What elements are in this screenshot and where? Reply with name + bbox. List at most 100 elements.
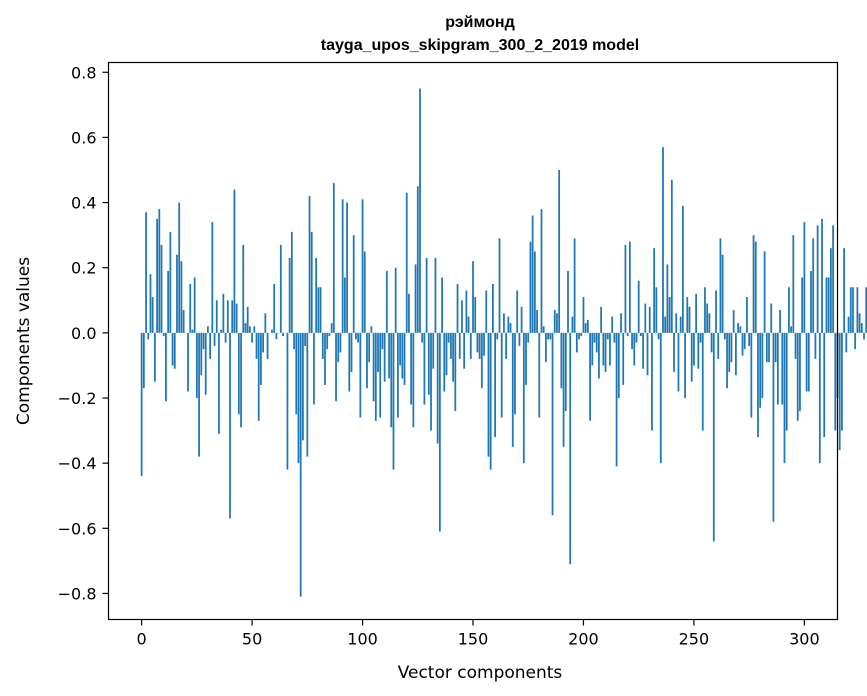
bar [304,332,306,346]
y-tick-label: 0.6 [71,128,96,147]
bar [392,332,395,470]
y-tick-label: 0.0 [71,324,96,343]
bar [262,332,265,353]
bar [408,293,410,333]
bar [434,257,437,333]
y-tick-label: 0.2 [71,259,96,278]
bar [237,332,240,415]
bar [348,332,351,392]
bar [589,332,591,421]
bar [814,332,817,359]
bar [416,186,419,333]
bar [352,235,355,333]
bar [438,332,441,532]
bar [310,231,313,333]
bar [255,332,258,359]
bar [279,244,282,333]
chart-subtitle: tayga_upos_skipgram_300_2_2019 model [321,37,639,54]
y-tick-label: 0.8 [71,63,96,82]
bar [799,332,801,412]
bar [399,332,401,366]
bar [527,332,530,343]
bar [231,300,234,333]
bar [450,332,452,359]
bar [675,313,678,333]
bar [324,332,326,385]
bar [865,287,867,333]
bar [600,306,603,333]
bar [516,290,519,333]
bar [642,332,644,369]
bar [220,329,223,333]
bar [567,270,569,333]
bar [313,332,315,405]
bar [332,183,335,333]
bar [580,332,583,337]
bar [483,332,485,356]
bar [624,244,627,333]
bar [657,332,660,340]
bar [412,332,415,428]
bar [838,332,841,451]
bar [295,332,298,415]
bar [598,332,600,379]
bar [741,332,744,356]
bar [805,332,808,392]
bar [359,332,362,418]
bar [253,326,256,333]
bar [635,332,638,343]
bar [604,332,607,372]
bar [843,248,846,333]
bar [536,310,538,333]
bar [701,332,704,431]
bar [366,332,368,389]
bar [829,248,832,333]
bar [790,326,792,333]
bar [321,332,324,359]
bar [845,332,848,353]
bar [260,332,262,385]
bar [538,332,541,418]
bar [726,332,728,389]
bar [606,332,609,340]
bar [363,251,366,333]
bar [737,323,739,333]
bar [748,332,751,346]
bar [571,316,574,333]
bar [222,293,225,333]
bar [290,231,293,333]
bar [609,332,611,366]
bar [275,332,278,340]
bar [339,332,342,353]
bar [631,332,633,350]
bar [425,257,428,333]
bar [195,332,198,399]
bar [602,332,605,366]
bar [474,297,477,333]
bar [858,313,861,333]
bar [832,225,834,333]
bar [193,277,196,333]
bar [489,332,492,470]
bar [617,332,620,399]
bar [326,332,329,350]
bar [525,332,527,385]
bar [154,332,156,382]
bar [792,235,795,333]
bar [167,270,170,333]
bar [317,287,320,333]
bar [781,332,784,405]
bar [496,332,499,340]
bar [142,332,145,389]
bar [478,332,481,359]
bar [207,326,209,333]
bar [328,332,331,337]
bar [776,332,779,405]
bar [591,332,594,366]
bar [772,332,775,522]
bar [529,241,532,333]
bar [690,332,693,382]
bar [613,332,616,343]
bar [372,332,375,402]
bar [226,300,229,333]
